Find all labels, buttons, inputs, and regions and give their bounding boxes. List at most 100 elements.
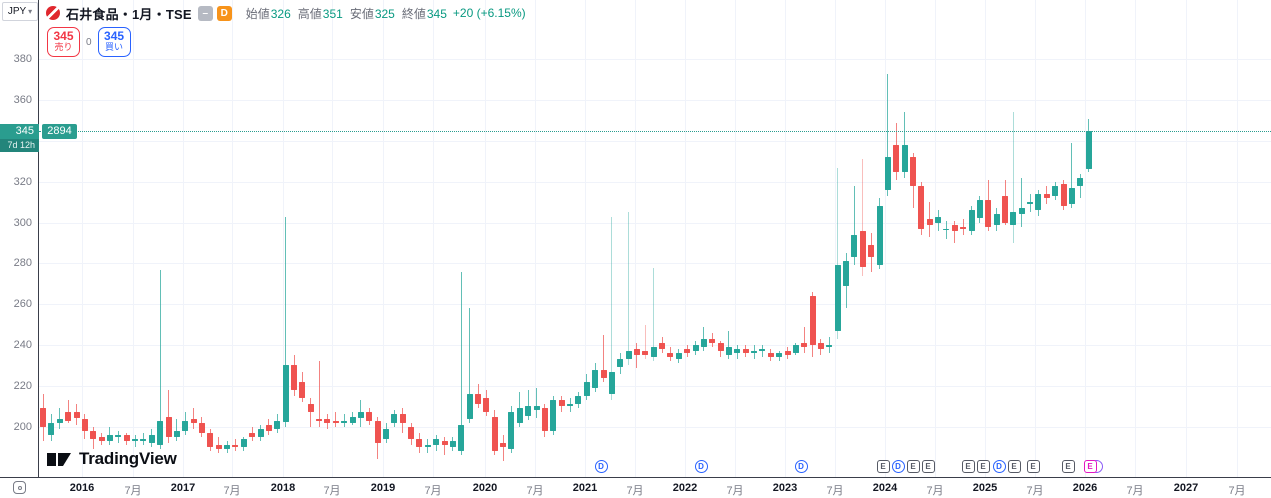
gear-icon[interactable]: [12, 480, 27, 495]
year-tick-label: 2024: [872, 482, 898, 494]
candle-body: [198, 422, 205, 433]
candle-body: [349, 416, 356, 423]
vertical-gridline: [635, 0, 636, 477]
year-tick-label: 2017: [170, 482, 196, 494]
candle-body: [851, 234, 858, 258]
earnings-marker[interactable]: E: [921, 460, 935, 473]
candle-body: [550, 400, 557, 431]
dividends-indicator-badge[interactable]: D: [216, 5, 232, 21]
sell-button[interactable]: 345 売り: [47, 27, 80, 57]
chevron-down-icon: ▾: [28, 7, 33, 16]
dividend-marker[interactable]: D: [992, 460, 1006, 473]
candle-wick: [343, 414, 345, 427]
month-tick-label: 7月: [223, 485, 241, 497]
candle-wick: [862, 159, 864, 276]
current-price-line: [39, 130, 1271, 132]
symbol-legend: 石井食品・1月・TSE – D 始値326 高値351 安値325 終値345 …: [46, 4, 526, 22]
buy-label: 買い: [105, 42, 124, 53]
gear-ring: [13, 481, 26, 494]
earnings-marker[interactable]: E: [876, 460, 890, 473]
candle-body: [617, 359, 624, 368]
dividend-marker[interactable]: D: [594, 460, 608, 473]
earnings-marker[interactable]: E: [1061, 460, 1075, 473]
sell-label: 売り: [54, 42, 73, 53]
ohlc-values: 始値326 高値351 安値325 終値345: [246, 5, 447, 22]
gear-dot: [17, 485, 22, 490]
candle-body: [893, 145, 900, 172]
candle-wick: [176, 418, 178, 441]
price-tick-label: 380: [13, 53, 32, 66]
candle-body: [993, 214, 1000, 225]
candle-body: [592, 369, 599, 388]
candle-body: [383, 428, 389, 439]
tradingview-logo-text: TradingView: [79, 449, 177, 468]
price-axis[interactable]: 380 360 320 300 280 260 240 220 200: [0, 0, 39, 477]
candle-body: [215, 445, 222, 450]
candle-body: [901, 145, 908, 172]
currency-label: JPY: [7, 6, 27, 17]
candle-body: [299, 381, 306, 399]
candle-body: [500, 443, 507, 448]
price-tick-label: 220: [13, 379, 32, 392]
vertical-gridline: [885, 0, 886, 477]
candle-wick: [134, 434, 136, 447]
candle-body: [207, 432, 214, 448]
vertical-gridline: [332, 0, 333, 477]
symbol-title[interactable]: 石井食品・1月・TSE: [66, 6, 192, 22]
candle-body: [1085, 130, 1092, 170]
bar-countdown-badge: 7d 12h: [0, 139, 39, 152]
vertical-gridline: [1085, 0, 1086, 477]
dividend-marker[interactable]: D: [794, 460, 808, 473]
spread-value: 0: [86, 36, 92, 48]
year-tick-label: 2026: [1072, 482, 1098, 494]
vertical-gridline: [935, 0, 936, 477]
candle-body: [792, 345, 799, 354]
candle-wick: [59, 408, 61, 429]
horizontal-gridline: [39, 345, 1271, 346]
hide-indicator-icon[interactable]: –: [197, 5, 213, 21]
candle-body: [316, 418, 322, 421]
buy-button[interactable]: 345 買い: [97, 27, 131, 57]
candle-wick: [853, 185, 855, 266]
currency-selector[interactable]: JPY ▾: [2, 2, 38, 21]
candle-body: [1052, 185, 1059, 196]
year-tick-label: 2018: [270, 482, 296, 494]
time-axis[interactable]: 2016 7月 2017 7月 2018 7月 2019 7月 2020 7月 2021 7月 2022…: [0, 477, 1271, 498]
price-tick-label: 320: [13, 175, 32, 188]
candle-body: [985, 200, 992, 227]
candle-wick: [444, 436, 445, 456]
vertical-gridline: [283, 0, 284, 477]
candle-body: [232, 445, 239, 447]
vertical-gridline: [383, 0, 384, 477]
candle-body: [817, 343, 824, 350]
earnings-marker[interactable]: E: [1026, 460, 1040, 473]
candle-wick: [460, 271, 462, 456]
candle-body: [608, 371, 615, 395]
candle-body: [165, 416, 172, 437]
horizontal-gridline: [39, 181, 1271, 183]
dividend-marker[interactable]: D: [891, 460, 905, 473]
symbol-code-badge: 2894: [42, 124, 77, 139]
dividend-marker[interactable]: D: [694, 460, 708, 473]
upcoming-earnings-marker[interactable]: E: [1083, 460, 1097, 473]
earnings-marker[interactable]: E: [961, 460, 975, 473]
order-panel: 345 売り 0 345 買い: [47, 27, 131, 57]
candle-body: [834, 265, 841, 331]
earnings-marker[interactable]: E: [976, 460, 990, 473]
horizontal-gridline: [39, 140, 1271, 142]
earnings-marker[interactable]: E: [1007, 460, 1021, 473]
earnings-marker[interactable]: E: [906, 460, 920, 473]
candle-body: [558, 400, 565, 407]
vertical-gridline: [735, 0, 736, 477]
candle-body: [81, 418, 88, 431]
candle-wick: [117, 430, 119, 443]
candle-body: [968, 210, 975, 231]
vertical-gridline: [1237, 0, 1238, 477]
vertical-gridline: [785, 0, 786, 477]
candle-body: [776, 353, 783, 358]
candle-body: [809, 296, 816, 346]
candle-body: [951, 224, 958, 231]
candle-wick: [962, 218, 964, 235]
candle-wick: [636, 343, 638, 368]
